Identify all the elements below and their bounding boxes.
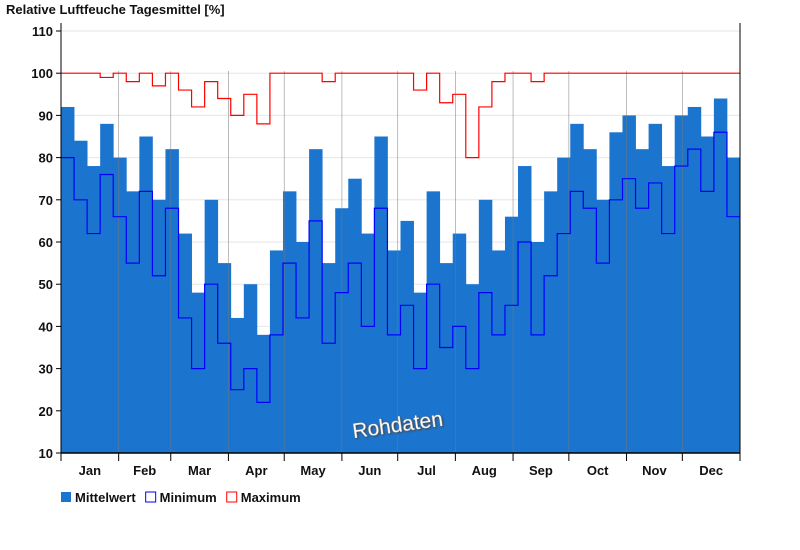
x-tick-label: Dec	[699, 463, 723, 478]
mean-bar	[100, 123, 114, 453]
y-tick-label: 50	[39, 277, 53, 292]
mean-bar	[439, 263, 454, 453]
mean-bar	[622, 115, 636, 454]
mean-bar	[413, 292, 428, 453]
mean-bar	[374, 136, 388, 453]
mean-bar	[139, 136, 153, 453]
mean-bar	[113, 157, 127, 453]
mean-bar	[61, 106, 75, 454]
mean-bar	[230, 317, 245, 453]
chart-title: Relative Luftfeuche Tagesmittel [%]	[6, 2, 225, 17]
y-tick-label: 110	[32, 24, 53, 39]
y-tick-label: 30	[39, 362, 53, 377]
mean-bar	[674, 115, 689, 454]
legend: Mittelwert Minimum Maximum	[61, 490, 301, 505]
mean-bar	[87, 166, 101, 454]
month-dividers	[118, 71, 683, 453]
mean-bar	[700, 136, 715, 453]
mean-bar	[269, 250, 284, 453]
x-tick-label: Apr	[245, 463, 267, 478]
mean-bar	[296, 242, 310, 453]
x-tick-label: Nov	[642, 463, 667, 478]
mean-bar	[204, 199, 219, 453]
mean-bar	[635, 149, 649, 453]
mean-bar	[609, 132, 623, 453]
mean-bar	[282, 191, 297, 454]
mean-bar	[348, 178, 362, 453]
mean-bar	[165, 149, 179, 453]
y-tick-label: 70	[39, 193, 53, 208]
mean-bar	[570, 123, 584, 453]
y-tick-label: 100	[31, 66, 53, 81]
mean-bar	[478, 199, 493, 453]
mean-bar	[713, 98, 728, 454]
mean-bar	[126, 191, 140, 454]
legend-swatch-minimum	[145, 491, 157, 503]
y-tick-label: 20	[39, 404, 53, 419]
axes: 10 20 30 40 50 60 70 80 90 100 110 Jan Feb Mar Apr May J…	[31, 23, 741, 478]
x-tick-label: Aug	[472, 463, 497, 478]
legend-label: Minimum	[160, 490, 217, 505]
legend-label: Mittelwert	[75, 490, 136, 505]
y-tick-label: 90	[39, 108, 53, 123]
y-tick-label: 10	[39, 446, 53, 461]
x-tick-label: May	[300, 463, 326, 478]
y-tick-label: 60	[39, 235, 53, 250]
mean-bar	[74, 140, 88, 453]
mean-bar	[504, 216, 519, 453]
mean-bar	[557, 157, 571, 453]
x-tick-label: Jan	[79, 463, 101, 478]
mean-bars	[61, 98, 741, 454]
y-tick-label: 40	[39, 319, 53, 334]
mean-bar	[361, 233, 375, 453]
minimum-line	[61, 131, 740, 403]
y-tick-label: 80	[39, 151, 53, 166]
mean-bar	[726, 157, 741, 453]
x-tick-label: Jun	[358, 463, 381, 478]
mean-bar	[491, 250, 506, 453]
mean-bar	[322, 263, 336, 453]
legend-label: Maximum	[241, 490, 301, 505]
mean-bar	[596, 199, 610, 453]
maximum-line	[61, 72, 740, 159]
mean-bar	[544, 191, 558, 454]
mean-bar	[452, 233, 467, 453]
x-tick-label: Sep	[529, 463, 553, 478]
legend-swatch-maximum	[226, 491, 238, 503]
mean-bar	[687, 106, 702, 454]
mean-bar	[583, 149, 597, 453]
mean-bar	[648, 123, 663, 453]
mean-bar	[309, 149, 323, 453]
x-tick-label: Mar	[188, 463, 211, 478]
x-tick-label: Oct	[587, 463, 609, 478]
x-tick-label: Jul	[417, 463, 436, 478]
series-lines	[61, 72, 740, 403]
mean-bar	[256, 334, 271, 453]
mean-bar	[531, 242, 545, 453]
mean-bar	[661, 166, 676, 454]
mean-bar	[426, 191, 441, 454]
mean-bar	[217, 263, 232, 453]
mean-bar	[191, 292, 206, 453]
mean-bar	[518, 166, 532, 454]
mean-bar	[178, 233, 192, 453]
x-tick-label: Feb	[133, 463, 156, 478]
mean-bar	[400, 220, 414, 453]
mean-bar	[152, 199, 166, 453]
legend-swatch-mittelwert	[61, 492, 71, 502]
